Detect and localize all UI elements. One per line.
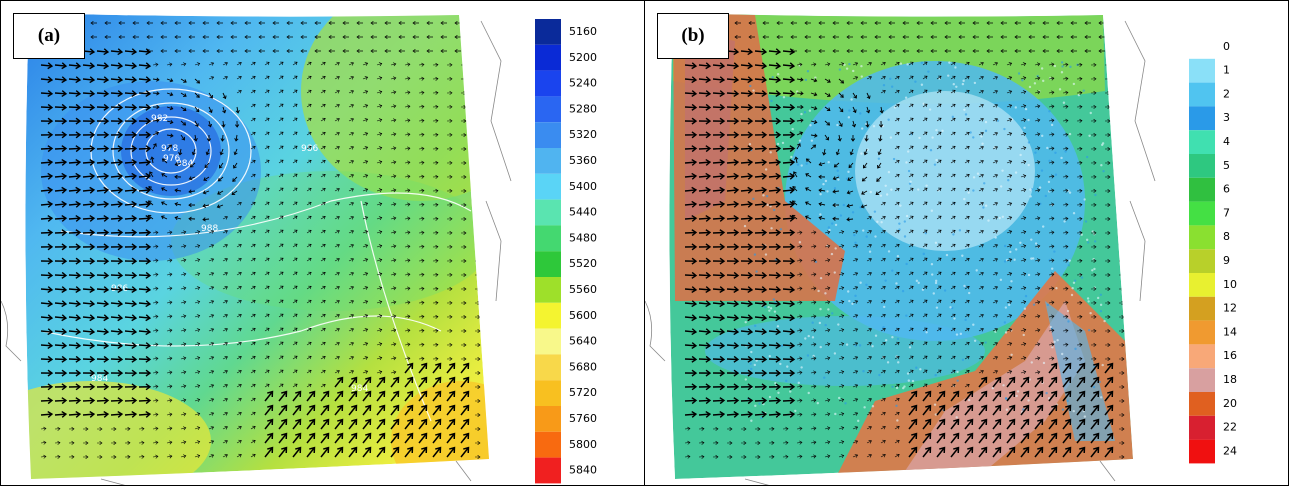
panel-a-colorbar-swatch [535, 19, 561, 45]
panel-a-colorbar-swatch [535, 200, 561, 226]
panel-a-colorbar-label: 5440 [569, 206, 597, 219]
panel-b-label: (b) [657, 13, 729, 59]
panel-b-colorbar-swatch [1189, 368, 1215, 392]
isobar-label: 982 [151, 114, 168, 124]
map-a-canvas: 9829849789769869889849869845160520052405… [1, 1, 645, 486]
panel-a-colorbar-swatch [535, 174, 561, 200]
panel-b-colorbar-swatch [1189, 440, 1215, 464]
panel-b-colorbar-swatch [1189, 273, 1215, 297]
panel-a-colorbar-swatch [535, 122, 561, 148]
panel-a-colorbar-swatch [535, 329, 561, 355]
panel-a-colorbar-swatch [535, 225, 561, 251]
panel-b-colorbar-label: 1 [1223, 64, 1230, 77]
panel-a-colorbar-label: 5760 [569, 412, 597, 425]
panel-a-colorbar-label: 5720 [569, 386, 597, 399]
panel-a-colorbar-swatch [535, 406, 561, 432]
panel-b-colorbar-swatch [1189, 321, 1215, 345]
panel-b-colorbar-label: 12 [1223, 302, 1237, 315]
panel-a-colorbar-label: 5360 [569, 154, 597, 167]
panel-b-colorbar-label: 20 [1223, 397, 1237, 410]
panel-a-colorbar-swatch [535, 458, 561, 484]
panel-a-colorbar-swatch [535, 303, 561, 329]
panel-b-colorbar-swatch [1189, 59, 1215, 83]
panel-b-colorbar-swatch [1189, 106, 1215, 130]
panel-b-colorbar-label: 16 [1223, 349, 1237, 362]
panel-b-colorbar-label: 14 [1223, 325, 1237, 338]
panel-b-colorbar-swatch [1189, 249, 1215, 273]
panel-a-colorbar-label: 5640 [569, 335, 597, 348]
panel-b-colorbar-swatch [1189, 202, 1215, 226]
panel-a-colorbar-label: 5680 [569, 360, 597, 373]
panel-b-colorbar-label: 9 [1223, 254, 1230, 267]
panel-a-colorbar-label: 5280 [569, 102, 597, 115]
panel-a-colorbar-label: 5800 [569, 438, 597, 451]
panel-b-colorbar-label: 0 [1223, 40, 1230, 53]
panel-a-colorbar-label: 5400 [569, 180, 597, 193]
panel-a-colorbar-swatch [535, 96, 561, 122]
panel-b-colorbar-swatch [1189, 154, 1215, 178]
panel-b-colorbar-swatch [1189, 392, 1215, 416]
panel-a-geopotential-map: 9829849789769869889849869845160520052405… [0, 0, 645, 486]
panel-a-colorbar-swatch [535, 45, 561, 71]
panel-b-colorbar-label: 7 [1223, 206, 1230, 219]
panel-b-colorbar-label: 5 [1223, 159, 1230, 172]
isobar-label: 986 [301, 144, 318, 154]
panel-b-colorbar-swatch [1189, 83, 1215, 107]
panel-a-colorbar-swatch [535, 432, 561, 458]
panel-b-colorbar-label: 18 [1223, 373, 1237, 386]
panel-b-colorbar-swatch [1189, 416, 1215, 440]
panel-a-colorbar-label: 5520 [569, 257, 597, 270]
panel-b-colorbar-swatch [1189, 225, 1215, 249]
isobar-label: 976 [163, 154, 180, 164]
panel-a-colorbar-label: 5320 [569, 128, 597, 141]
panel-a-colorbar-label: 5600 [569, 309, 597, 322]
panel-a-colorbar-label: 5160 [569, 25, 597, 38]
panel-b-colorbar-swatch [1189, 130, 1215, 154]
panel-b-colorbar-label: 2 [1223, 87, 1230, 100]
panel-b-colorbar-swatch [1189, 35, 1215, 59]
panel-b-colorbar-label: 3 [1223, 111, 1230, 124]
panel-a-colorbar-swatch [535, 251, 561, 277]
panel-b-colorbar-label: 10 [1223, 278, 1237, 291]
panel-b-colorbar-label: 24 [1223, 444, 1237, 457]
panel-a-colorbar-label: 5560 [569, 283, 597, 296]
panel-a-colorbar-swatch [535, 277, 561, 303]
panel-a-colorbar-label: 5200 [569, 51, 597, 64]
map-b-canvas: 01234567891012141618202224 [645, 1, 1289, 486]
panel-a-colorbar-swatch [535, 354, 561, 380]
panel-b-colorbar-swatch [1189, 178, 1215, 202]
panel-b-colorbar-label: 8 [1223, 230, 1230, 243]
panel-a-colorbar-swatch [535, 148, 561, 174]
panel-b-wind-speed-map: 0 1 2 3 4 5 6 7 8 9 10 12 14 16 18 20 22 24 (b) [644, 0, 1289, 486]
panel-b-colorbar-swatch [1189, 297, 1215, 321]
panel-b-colorbar-swatch [1189, 344, 1215, 368]
panel-a-colorbar-swatch [535, 71, 561, 97]
panel-b-colorbar-label: 4 [1223, 135, 1230, 148]
panel-a-label: (a) [13, 13, 85, 59]
panel-b-colorbar-label: 22 [1223, 421, 1237, 434]
panel-b-colorbar-label: 6 [1223, 183, 1230, 196]
panel-a-colorbar-swatch [535, 380, 561, 406]
panel-a-colorbar-label: 5840 [569, 464, 597, 477]
panel-a-colorbar-label: 5240 [569, 77, 597, 90]
panel-a-colorbar-label: 5480 [569, 231, 597, 244]
